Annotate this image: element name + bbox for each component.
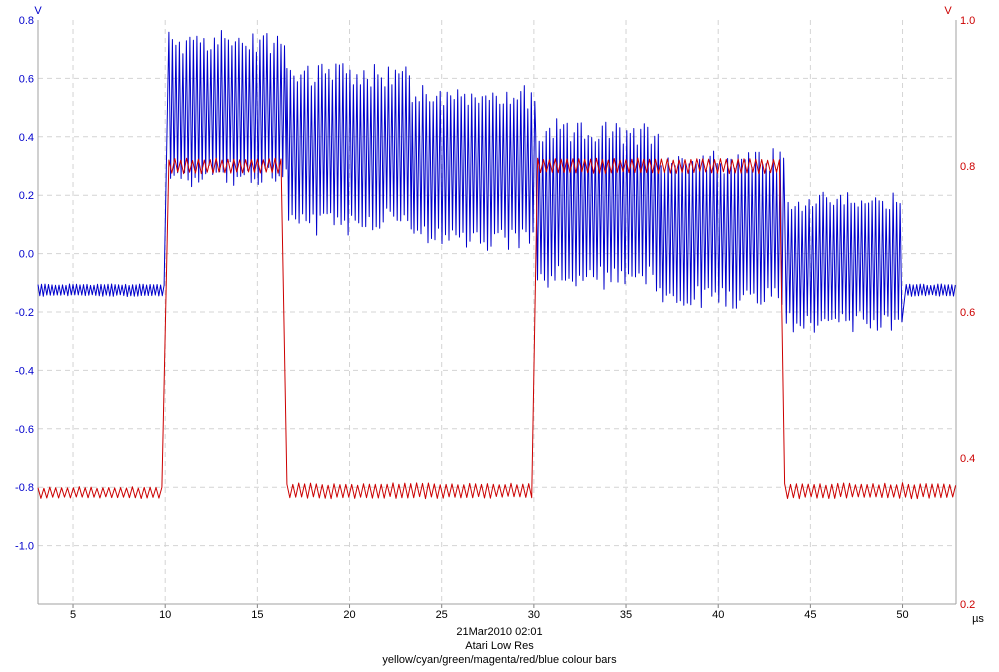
grid (38, 20, 956, 604)
x-tick-label: 30 (528, 609, 540, 621)
x-tick-label: 15 (251, 609, 263, 621)
x-tick-label: 50 (896, 609, 908, 621)
capture-datetime: 21Mar2010 02:01 (456, 626, 543, 638)
right-tick-label: 1.0 (960, 15, 975, 27)
right-tick-label: 0.2 (960, 599, 975, 611)
right-tick-label: 0.8 (960, 161, 975, 173)
left-tick-label: -0.2 (15, 307, 34, 319)
left-axis-unit: V (34, 5, 42, 17)
x-tick-label: 40 (712, 609, 724, 621)
left-tick-label: 0.0 (19, 249, 34, 261)
right-axis-ticks: 1.0 0.8 0.6 0.4 0.2 (960, 15, 975, 611)
x-tick-label: 5 (70, 609, 76, 621)
left-tick-label: -1.0 (15, 541, 34, 553)
trace-left-axis (37, 30, 956, 333)
left-tick-label: 0.4 (19, 132, 34, 144)
right-axis-unit: V (944, 5, 952, 17)
left-axis-ticks: 0.8 0.6 0.4 0.2 0.0 -0.2 -0.4 -0.6 -0.8 -1.0 (15, 15, 34, 553)
x-tick-label: 20 (343, 609, 355, 621)
left-tick-label: 0.6 (19, 73, 34, 85)
capture-description: yellow/cyan/green/magenta/red/blue colou… (382, 654, 617, 666)
axes (37, 20, 957, 608)
left-tick-label: -0.4 (15, 365, 34, 377)
left-tick-label: -0.8 (15, 482, 34, 494)
x-tick-label: 35 (620, 609, 632, 621)
x-axis-unit: µs (972, 613, 984, 625)
x-tick-label: 25 (436, 609, 448, 621)
right-tick-label: 0.4 (960, 453, 975, 465)
right-tick-label: 0.6 (960, 307, 975, 319)
x-tick-label: 45 (804, 609, 816, 621)
left-tick-label: 0.2 (19, 190, 34, 202)
x-tick-label: 10 (159, 609, 171, 621)
x-axis-ticks: 5 10 15 20 25 30 35 40 45 50 (70, 609, 909, 621)
trace-right-axis (37, 157, 957, 500)
capture-title: Atari Low Res (465, 640, 534, 652)
left-tick-label: 0.8 (19, 15, 34, 27)
traces (37, 30, 957, 500)
left-tick-label: -0.6 (15, 424, 34, 436)
